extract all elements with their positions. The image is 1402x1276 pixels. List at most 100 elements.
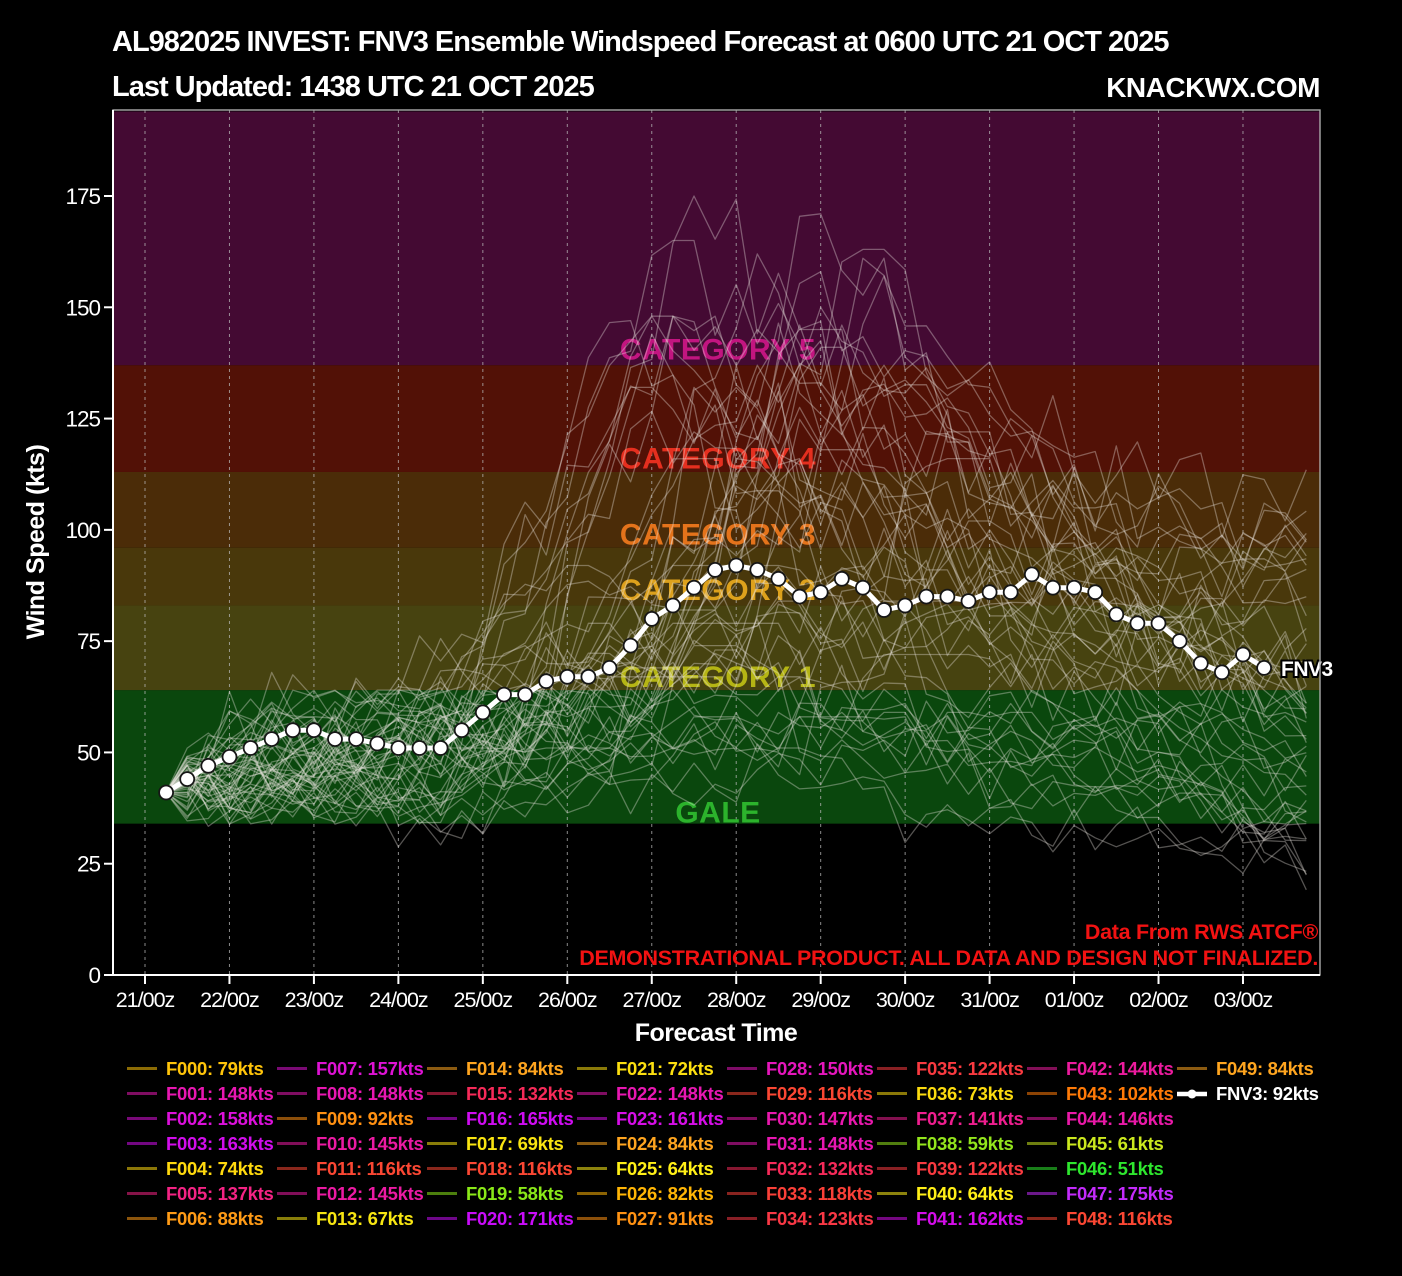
ensemble-line-F008: [165, 315, 1307, 793]
fnv3-marker-23/18z: [369, 735, 386, 752]
fnv3-marker-01/12z: [1108, 606, 1125, 623]
legend-label-F025: F025: 64kts: [616, 1157, 714, 1179]
legend-item-F004: F004: 74kts: [127, 1156, 277, 1181]
legend-item-F019: F019: 58kts: [427, 1181, 577, 1206]
ensemble-line-F011: [165, 457, 1307, 840]
ensemble-line-F023: [165, 257, 1307, 807]
legend-swatch-F017: [427, 1142, 457, 1145]
watermark-line-1: Data From RWS ATCF®: [1085, 920, 1319, 944]
legend-swatch-F048: [1027, 1217, 1057, 1220]
fnv3-marker-30/12z: [939, 588, 956, 605]
legend-swatch-F014: [427, 1067, 457, 1070]
ensemble-line-F004: [165, 644, 1307, 842]
legend-swatch-F027: [577, 1217, 607, 1220]
legend-label-F041: F041: 162kts: [916, 1207, 1024, 1229]
legend-swatch-F034: [727, 1217, 757, 1220]
legend-item-F016: F016: 165kts: [427, 1106, 577, 1131]
legend-label-F036: F036: 73kts: [916, 1082, 1014, 1104]
y-axis-title: Wind Speed (kts): [22, 445, 50, 640]
legend-label-F016: F016: 165kts: [466, 1107, 574, 1129]
legend-swatch-F024: [577, 1142, 607, 1145]
legend-item-F015: F015: 132kts: [427, 1081, 577, 1106]
legend-label-F006: F006: 88kts: [166, 1207, 264, 1229]
x-tick-label-24/00z: 24/00z: [369, 988, 428, 1012]
ensemble-legend: F000: 79kts F001: 148kts F002: 158kts F003:…: [127, 1056, 1327, 1231]
legend-item-F040: F040: 64kts: [877, 1181, 1027, 1206]
y-tick-label-100: 100: [65, 518, 100, 543]
legend-item-F021: F021: 72kts: [577, 1056, 727, 1081]
fnv3-marker-25/06z: [496, 686, 512, 703]
y-tick-label-150: 150: [65, 295, 100, 320]
fnv3-marker-27/18z: [707, 562, 723, 578]
fnv3-marker-26/12z: [601, 660, 618, 676]
fnv3-marker-25/18z: [538, 673, 555, 690]
ensemble-line-F030: [165, 319, 1307, 806]
fnv3-marker-28/06z: [749, 562, 766, 578]
legend-label-F040: F040: 64kts: [916, 1182, 1014, 1204]
legend-label-F031: F031: 148kts: [766, 1132, 874, 1154]
legend-item-F006: F006: 88kts: [127, 1206, 277, 1231]
legend-item-F034: F034: 123kts: [727, 1206, 877, 1231]
legend-label-F005: F005: 137kts: [166, 1182, 274, 1204]
legend-swatch-F019: [427, 1192, 457, 1195]
legend-label-F022: F022: 148kts: [616, 1082, 724, 1104]
legend-swatch-F033: [727, 1192, 757, 1195]
legend-swatch-F009: [277, 1117, 307, 1120]
ensemble-line-F037: [165, 346, 1307, 798]
legend-swatch-F010: [277, 1142, 307, 1145]
fnv3-marker-03/00z: [1235, 646, 1251, 663]
legend-label-F035: F035: 122kts: [916, 1057, 1024, 1079]
fnv3-marker-27/06z: [665, 597, 681, 614]
axes-layer: 21/00z 22/00z 23/00z 24/00z 25/00z 26/00z 27/0…: [65, 109, 1321, 1012]
legend-swatch-F044: [1027, 1117, 1057, 1120]
fnv3-marker-31/00z: [981, 584, 998, 601]
legend-label-F000: F000: 79kts: [166, 1057, 264, 1079]
legend-swatch-F035: [877, 1067, 907, 1070]
legend-swatch-F022: [577, 1092, 607, 1095]
fnv3-marker-30/06z: [918, 588, 935, 605]
legend-label-F028: F028: 150kts: [766, 1057, 874, 1079]
y-tick-label-125: 125: [65, 407, 100, 432]
x-tick-label-30/00z: 30/00z: [876, 988, 935, 1012]
legend-item-F033: F033: 118kts: [727, 1181, 877, 1206]
x-tick-label-22/00z: 22/00z: [200, 988, 259, 1012]
legend-item-F047: F047: 175kts: [1027, 1181, 1177, 1206]
ensemble-line-F017: [165, 667, 1307, 799]
legend-label-F013: F013: 67kts: [316, 1207, 414, 1229]
legend-label-F049: F049: 84kts: [1216, 1057, 1314, 1079]
fnv3-marker-03/06z: [1256, 660, 1272, 676]
legend-item-F044: F044: 146kts: [1027, 1106, 1177, 1131]
legend-item-F022: F022: 148kts: [577, 1081, 727, 1106]
legend-item-F005: F005: 137kts: [127, 1181, 277, 1206]
legend-label-F023: F023: 161kts: [616, 1107, 724, 1129]
legend-label-F039: F039: 122kts: [916, 1157, 1024, 1179]
ensemble-line-F015: [165, 386, 1307, 809]
band-label-gale: GALE: [675, 797, 760, 830]
legend-item-F001: F001: 148kts: [127, 1081, 277, 1106]
last-updated-label: Last Updated: 1438 UTC 21 OCT 2025: [112, 71, 595, 103]
ensemble-line-F044: [165, 324, 1307, 794]
legend-label-FNV3: FNV3: 92kts: [1216, 1082, 1319, 1104]
legend-swatch-F030: [727, 1117, 757, 1120]
legend-item-F046: F046: 51kts: [1027, 1156, 1177, 1181]
fnv3-marker-21/06z: [158, 784, 175, 801]
legend-swatch-F013: [277, 1217, 307, 1220]
fnv3-marker-23/00z: [305, 722, 322, 739]
x-tick-label-28/00z: 28/00z: [707, 988, 766, 1012]
fnv3-marker-26/06z: [580, 668, 597, 685]
ensemble-line-F005: [165, 364, 1307, 814]
legend-label-F009: F009: 92kts: [316, 1107, 414, 1129]
fnv3-marker-02/00z: [1150, 615, 1167, 632]
ensemble-line-F047: [165, 195, 1307, 802]
legend-label-F018: F018: 116kts: [466, 1157, 573, 1179]
ensemble-line-F045: [165, 702, 1307, 872]
page-title: AL982025 INVEST: FNV3 Ensemble Windspeed…: [112, 26, 1170, 58]
legend-swatch-F032: [727, 1167, 757, 1170]
legend-swatch-F018: [427, 1167, 457, 1170]
legend-item-F042: F042: 144kts: [1027, 1056, 1177, 1081]
legend-swatch-F008: [277, 1092, 307, 1095]
legend-label-F029: F029: 116kts: [766, 1082, 873, 1104]
legend-item-F028: F028: 150kts: [727, 1056, 877, 1081]
legend-item-F009: F009: 92kts: [277, 1106, 427, 1131]
